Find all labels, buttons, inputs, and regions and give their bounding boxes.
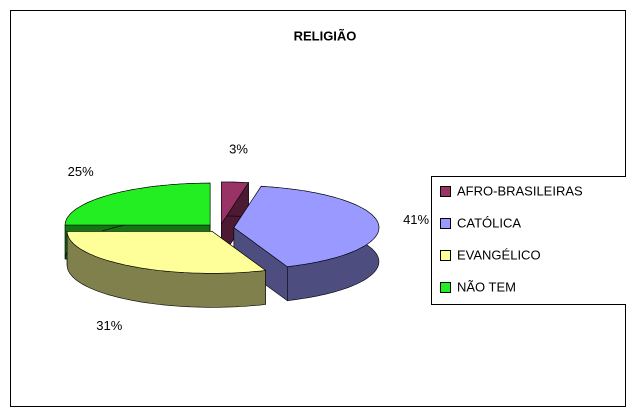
legend-swatch	[440, 282, 451, 293]
legend-box	[431, 176, 626, 305]
legend-label: CATÓLICA	[457, 215, 521, 230]
data-label: 25%	[68, 164, 94, 179]
slice-top	[233, 186, 380, 268]
data-label: 41%	[403, 212, 429, 227]
legend-swatch	[440, 186, 451, 197]
slice-top	[64, 182, 211, 226]
slice-top	[66, 231, 267, 274]
legend-label: NÃO TEM	[457, 279, 516, 294]
slice	[233, 185, 380, 302]
slice	[66, 230, 267, 308]
slice-top	[221, 181, 250, 226]
legend-label: EVANGÉLICO	[457, 247, 541, 262]
chart-title: RELIGIÃO	[294, 28, 357, 43]
legend-label: AFRO-BRASILEIRAS	[457, 183, 583, 198]
legend-swatch	[440, 218, 451, 229]
data-label: 3%	[229, 142, 248, 157]
legend-swatch	[440, 250, 451, 261]
data-label: 31%	[96, 318, 122, 333]
